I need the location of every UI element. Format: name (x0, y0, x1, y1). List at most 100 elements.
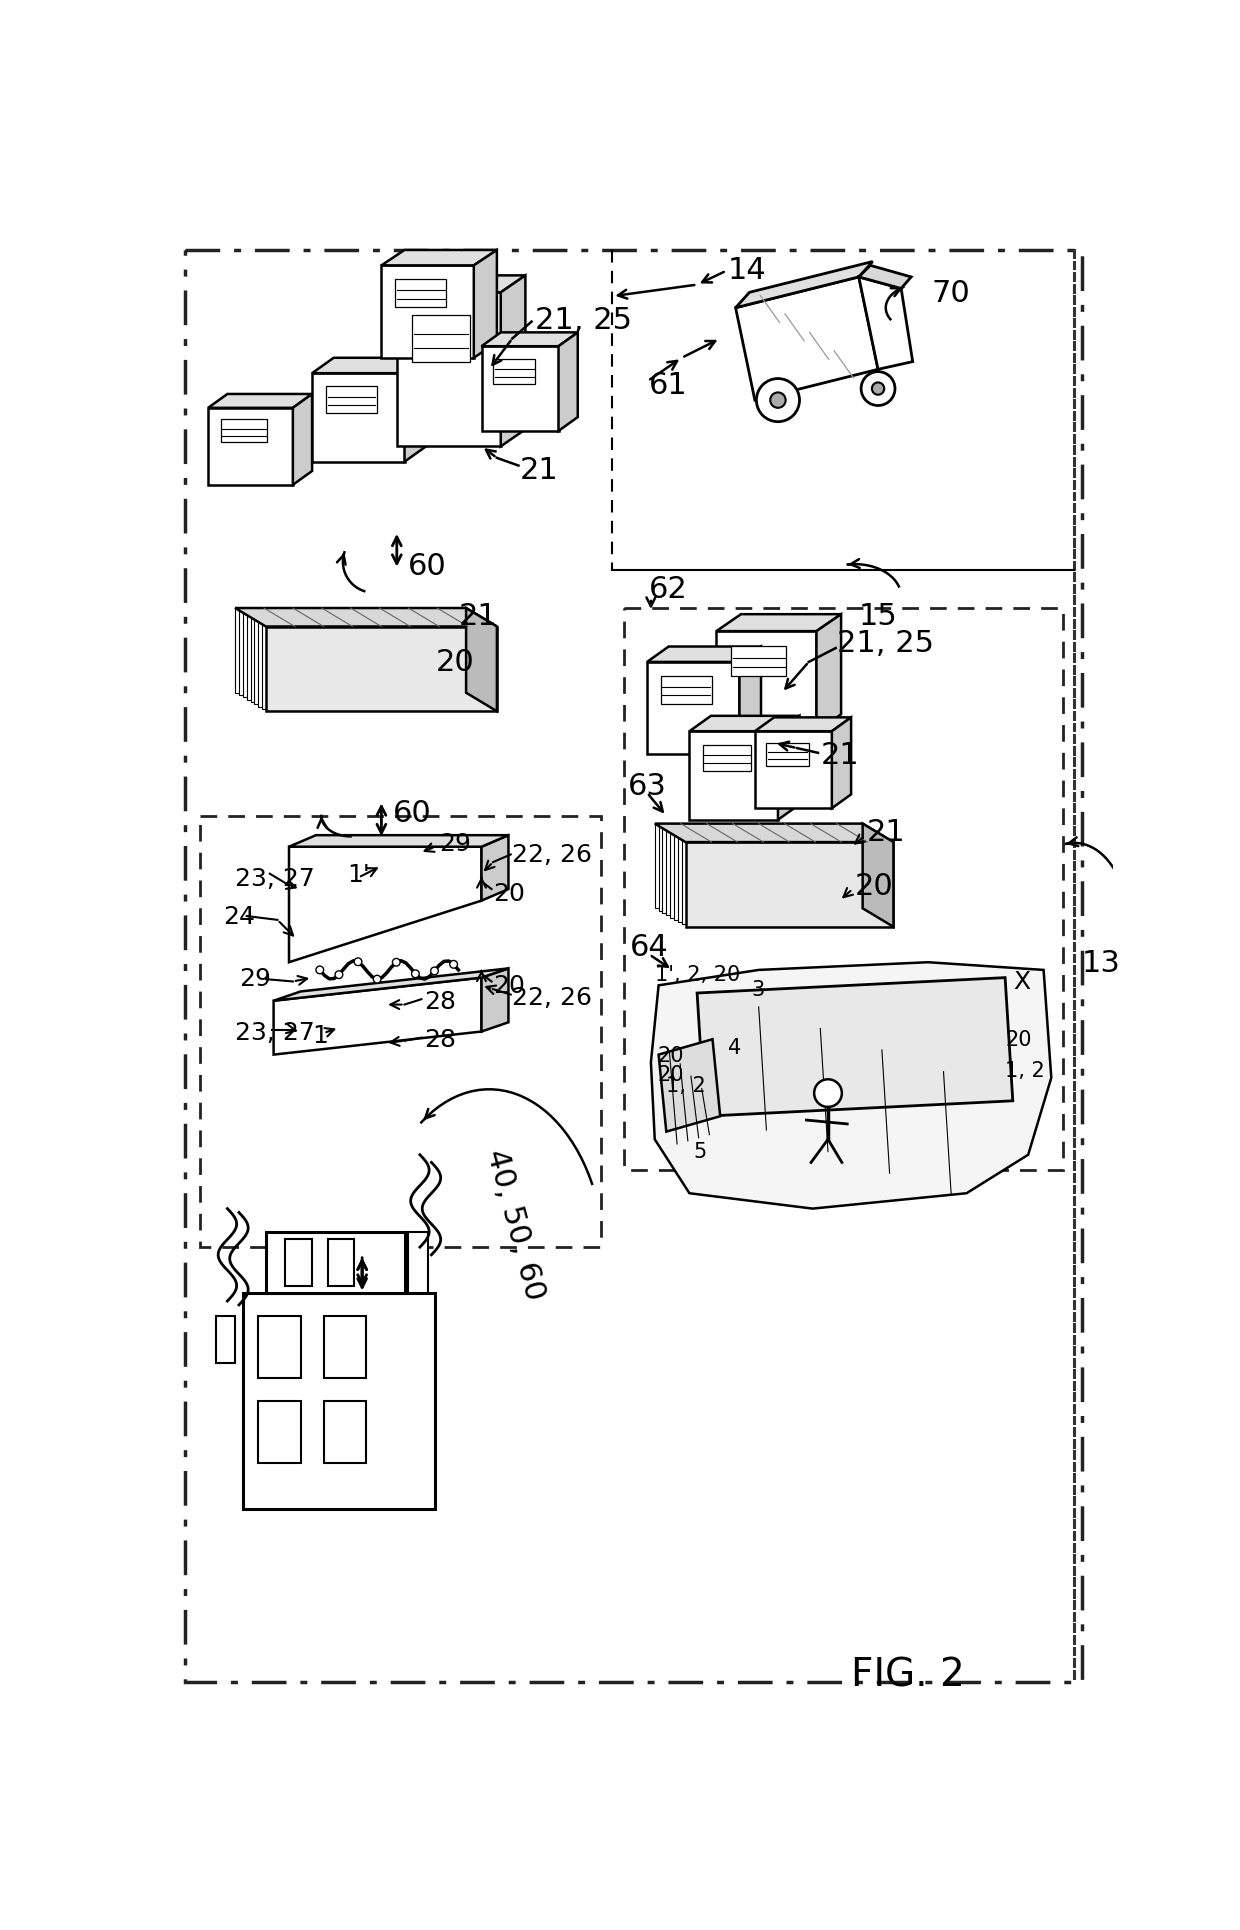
Polygon shape (289, 847, 481, 963)
Polygon shape (658, 826, 867, 911)
Polygon shape (481, 334, 578, 347)
Bar (408, 1231, 428, 1293)
Text: 20: 20 (657, 1044, 683, 1065)
Text: 15: 15 (859, 602, 898, 631)
Text: 13: 13 (1083, 948, 1121, 977)
Text: 21: 21 (459, 602, 497, 631)
Polygon shape (481, 969, 508, 1033)
Bar (258, 1401, 300, 1463)
Bar (285, 1239, 312, 1285)
Polygon shape (755, 731, 832, 809)
Polygon shape (647, 662, 739, 755)
Polygon shape (686, 843, 894, 926)
Polygon shape (247, 616, 477, 701)
Polygon shape (236, 608, 466, 693)
Polygon shape (274, 969, 508, 1002)
Text: 28: 28 (424, 990, 456, 1013)
Polygon shape (863, 824, 894, 926)
Text: 23, 27: 23, 27 (236, 1019, 315, 1044)
Polygon shape (689, 716, 800, 731)
Bar (327, 1239, 355, 1285)
Polygon shape (655, 824, 863, 909)
Text: 3: 3 (751, 980, 764, 1000)
Polygon shape (735, 278, 878, 401)
Circle shape (355, 959, 362, 967)
Polygon shape (658, 1040, 720, 1133)
Text: 20: 20 (494, 882, 525, 905)
Polygon shape (666, 832, 874, 915)
Polygon shape (678, 838, 885, 923)
Polygon shape (481, 836, 508, 901)
Text: 28: 28 (424, 1027, 456, 1052)
Polygon shape (258, 623, 490, 706)
Polygon shape (670, 834, 878, 919)
Polygon shape (755, 718, 851, 731)
Bar (624, 608, 1063, 1170)
Polygon shape (647, 647, 761, 662)
Circle shape (316, 967, 324, 975)
Polygon shape (651, 963, 1052, 1208)
Polygon shape (474, 251, 497, 359)
Polygon shape (312, 374, 404, 463)
Circle shape (861, 372, 895, 407)
Text: 29: 29 (439, 832, 471, 855)
Circle shape (430, 967, 439, 975)
Bar (413, 317, 470, 363)
Polygon shape (466, 608, 497, 712)
Polygon shape (777, 716, 800, 820)
Circle shape (373, 977, 381, 984)
Text: 1', 2, 20: 1', 2, 20 (655, 965, 740, 984)
Polygon shape (682, 840, 889, 924)
Polygon shape (397, 276, 526, 293)
Bar (258, 1316, 300, 1378)
Polygon shape (655, 824, 894, 843)
Polygon shape (404, 359, 427, 463)
Polygon shape (243, 614, 474, 699)
Circle shape (872, 384, 884, 396)
Polygon shape (293, 396, 312, 486)
Text: 60: 60 (408, 552, 448, 581)
Polygon shape (717, 616, 841, 631)
Text: X: X (1013, 971, 1030, 994)
Polygon shape (816, 616, 841, 731)
Polygon shape (250, 618, 481, 703)
Text: 4: 4 (728, 1038, 742, 1058)
Bar (326, 388, 377, 413)
Text: 21, 25: 21, 25 (837, 629, 934, 658)
Text: 21: 21 (520, 455, 559, 484)
Circle shape (450, 961, 458, 969)
Polygon shape (859, 266, 911, 290)
Polygon shape (382, 251, 497, 266)
Polygon shape (289, 836, 508, 847)
Text: 20: 20 (1006, 1031, 1032, 1050)
Text: 64: 64 (630, 932, 668, 961)
Polygon shape (697, 979, 1013, 1117)
Polygon shape (675, 836, 882, 921)
Polygon shape (265, 627, 497, 712)
Polygon shape (274, 979, 481, 1056)
Polygon shape (254, 620, 485, 704)
Text: 21: 21 (821, 741, 859, 770)
Text: 20: 20 (854, 870, 894, 899)
Text: 20: 20 (657, 1063, 683, 1085)
Text: 63: 63 (627, 772, 667, 801)
Polygon shape (662, 828, 870, 913)
Text: 20: 20 (494, 975, 525, 998)
Text: 14: 14 (728, 255, 766, 284)
Bar (201, 816, 601, 1247)
Text: 61: 61 (650, 371, 688, 400)
Circle shape (756, 380, 800, 423)
Polygon shape (717, 631, 816, 731)
Text: 1: 1 (312, 1023, 327, 1048)
Polygon shape (208, 409, 293, 486)
Text: 62: 62 (650, 575, 688, 604)
Bar (324, 1316, 366, 1378)
Circle shape (335, 971, 342, 979)
Polygon shape (239, 612, 470, 695)
Bar (703, 745, 751, 772)
Circle shape (770, 394, 786, 409)
Text: FIG. 2: FIG. 2 (851, 1656, 965, 1695)
Bar (324, 1401, 366, 1463)
Bar (661, 676, 712, 704)
Bar (396, 280, 446, 307)
